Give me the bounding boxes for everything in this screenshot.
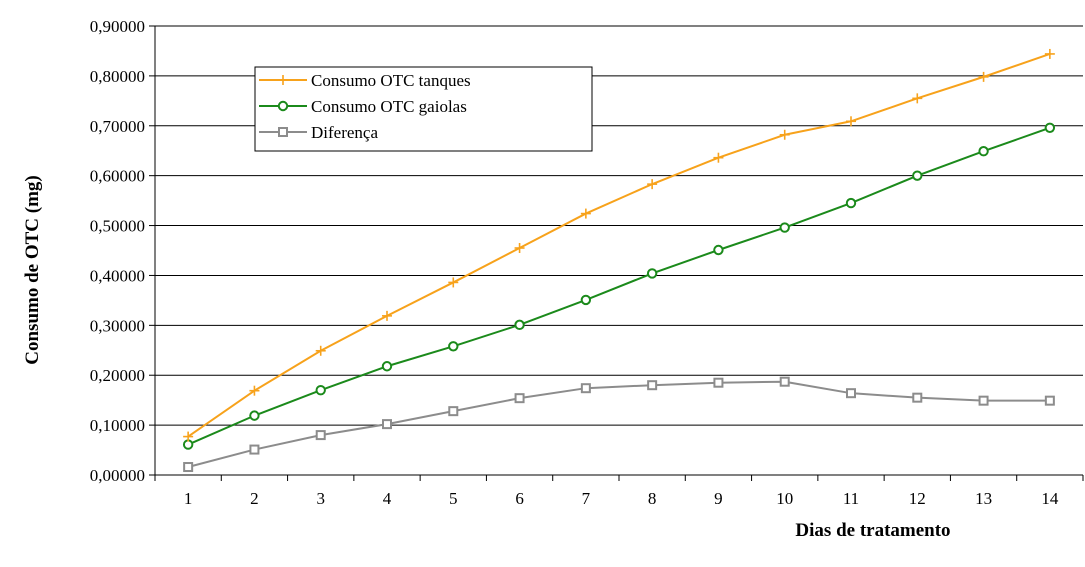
data-point-plus [647,179,658,190]
data-point-circle [779,222,790,233]
y-tick-label: 0,60000 [90,167,145,186]
y-tick-label: 0,70000 [90,117,145,136]
data-point-plus [183,431,194,442]
y-tick-label: 0,50000 [90,217,145,236]
data-point-plus [978,71,989,82]
series-0 [183,48,1055,442]
data-point-square [846,388,856,399]
data-point-plus [580,208,591,219]
data-point-square [278,127,288,137]
y-tick-label: 0,40000 [90,266,145,285]
data-point-plus [448,277,459,288]
x-tick-label: 1 [184,489,193,508]
series-2 [183,376,1055,473]
legend: Consumo OTC tanques Consumo OTC gaiolas Di… [254,66,593,152]
legend-entry: Consumo OTC gaiolas [259,97,467,116]
data-point-plus [912,93,923,104]
data-point-circle [381,361,393,372]
data-point-circle [845,197,857,209]
data-point-plus [382,310,392,321]
data-point-square [183,462,194,473]
data-point-circle [580,294,592,306]
x-tick-labels: 1 2 3 4 5 6 7 8 9 10 11 12 13 14 [184,489,1059,508]
legend-label: Consumo OTC tanques [311,71,471,90]
y-tick-label: 0,10000 [90,416,145,435]
x-tick-label: 3 [316,489,325,508]
x-tick-label: 5 [449,489,458,508]
x-tick-label: 12 [909,489,926,508]
data-point-square [1044,395,1055,406]
data-point-circle [1044,122,1056,133]
legend-entry: Diferença [259,123,378,142]
data-point-plus [846,116,856,127]
series-line [187,52,1051,438]
data-point-plus [249,385,260,396]
legend-label: Diferença [311,123,378,142]
data-point-circle [646,268,658,279]
axes [149,25,1084,481]
data-point-square [514,393,525,404]
data-point-square [713,377,724,388]
data-point-plus [1044,48,1055,59]
data-point-circle [182,439,194,450]
data-point-circle [713,244,724,256]
data-point-circle [315,384,326,396]
data-point-square [779,376,790,387]
y-axis-title: Consumo de OTC (mg) [22,175,43,364]
data-point-square [382,419,392,430]
legend-entry: Consumo OTC tanques [259,71,471,90]
data-point-plus [278,75,288,85]
x-tick-label: 6 [515,489,524,508]
data-point-square [647,380,658,391]
x-tick-label: 7 [582,489,591,508]
y-tick-label: 0,80000 [90,67,145,86]
data-point-plus [779,129,790,140]
data-point-square [978,395,989,406]
legend-label: Consumo OTC gaiolas [311,97,467,116]
x-tick-label: 2 [250,489,259,508]
data-point-circle [912,170,923,181]
data-point-square [249,444,260,455]
x-tick-label: 4 [383,489,392,508]
x-tick-label: 8 [648,489,657,508]
x-tick-label: 11 [843,489,859,508]
x-tick-label: 10 [776,489,793,508]
data-point-plus [713,152,724,163]
x-tick-label: 14 [1041,489,1059,508]
data-point-plus [315,345,326,356]
data-point-square [315,430,326,441]
y-tick-label: 0,20000 [90,366,145,385]
series-line [187,380,1050,468]
legend-box [254,66,593,152]
series-layer [182,48,1056,473]
data-point-circle [277,100,289,112]
data-point-square [912,392,923,403]
data-point-circle [249,410,260,421]
series-1 [182,122,1056,450]
x-axis-title: Dias de tratamento [795,520,950,541]
data-point-square [448,406,459,417]
y-tick-label: 0,00000 [90,466,145,485]
data-point-plus [514,243,525,254]
y-tick-labels: 0,00000 0,10000 0,20000 0,30000 0,40000 0,500… [90,17,145,485]
data-point-circle [514,319,525,331]
x-tick-label: 13 [975,489,992,508]
data-point-circle [448,341,459,352]
data-point-circle [978,146,989,157]
y-tick-label: 0,90000 [90,17,145,36]
series-line [187,126,1051,446]
data-point-square [580,383,591,394]
x-tick-label: 9 [714,489,723,508]
y-tick-label: 0,30000 [90,316,145,335]
